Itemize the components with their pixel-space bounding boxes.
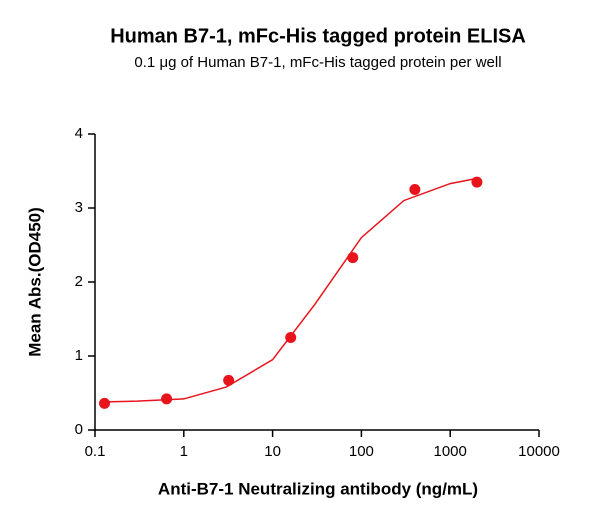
fit-curve bbox=[104, 177, 478, 403]
chart-subtitle: 0.1 μg of Human B7-1, mFc-His tagged pro… bbox=[134, 54, 501, 71]
chart-title: Human B7-1, mFc-His tagged protein ELISA bbox=[110, 25, 526, 47]
y-tick-label: 0 bbox=[75, 421, 83, 438]
x-tick-label: 10 bbox=[264, 443, 281, 460]
data-point bbox=[471, 176, 483, 188]
data-point bbox=[285, 332, 297, 343]
data-point bbox=[347, 252, 359, 264]
y-axis-label: Mean Abs.(OD450) bbox=[25, 207, 44, 357]
y-tick-label: 3 bbox=[75, 199, 83, 216]
x-tick-label: 100 bbox=[349, 443, 374, 460]
y-tick-label: 4 bbox=[75, 125, 83, 142]
data-point bbox=[409, 184, 421, 195]
data-point bbox=[161, 393, 173, 405]
data-point bbox=[99, 397, 111, 409]
x-tick-label: 10000 bbox=[518, 443, 560, 460]
x-tick-label: 1000 bbox=[434, 443, 467, 460]
y-tick-label: 2 bbox=[75, 273, 83, 290]
y-tick-label: 1 bbox=[75, 347, 83, 364]
x-axis-label: Anti-B7-1 Neutralizing antibody (ng/mL) bbox=[158, 479, 478, 498]
x-tick-label: 1 bbox=[180, 443, 188, 460]
x-tick-label: 0.1 bbox=[85, 443, 106, 460]
data-point bbox=[223, 374, 235, 386]
